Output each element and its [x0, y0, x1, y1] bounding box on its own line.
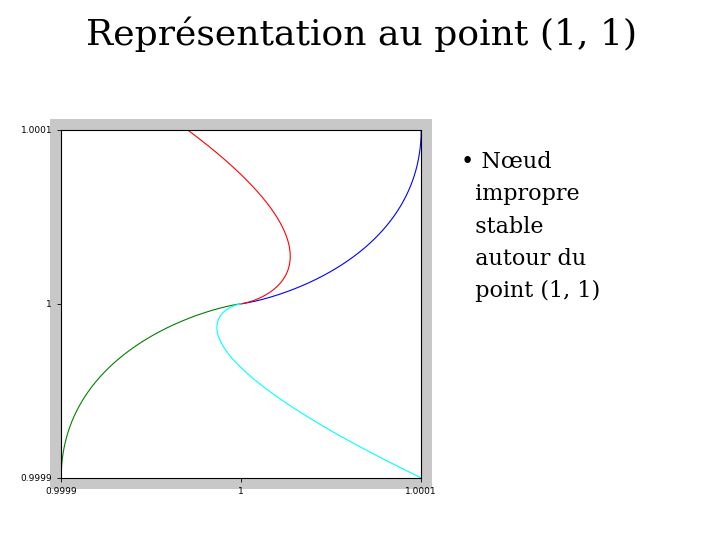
Text: • Nœud
  impropre
  stable
  autour du
  point (1, 1): • Nœud impropre stable autour du point (… — [461, 151, 600, 302]
Text: Représentation au point (1, 1): Représentation au point (1, 1) — [86, 16, 637, 52]
